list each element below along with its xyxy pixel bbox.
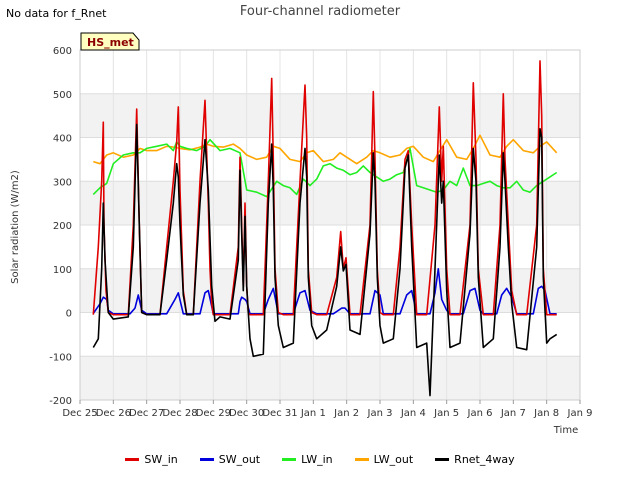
legend-label: SW_out [218, 453, 261, 466]
y-tick-label: 200 [53, 221, 72, 232]
x-tick-label: Jan 8 [533, 408, 559, 419]
x-tick-label: Jan 5 [433, 408, 459, 419]
band [80, 356, 580, 400]
legend-item: SW_in [125, 453, 178, 466]
legend: SW_in SW_out LW_in LW_out Rnet_4way [0, 453, 640, 466]
band [80, 225, 580, 269]
legend-swatch [125, 458, 140, 461]
x-tick-label: Jan 2 [333, 408, 359, 419]
y-tick-labels: -200 -100 0 100 200 300 400 500 600 [49, 46, 72, 407]
band [80, 312, 580, 357]
x-tick-label: Dec 25 [62, 408, 97, 419]
legend-swatch [282, 458, 297, 461]
series-line-rnet_4way [92, 123, 558, 397]
x-tick-label: Jan 7 [500, 408, 526, 419]
site-badge: HS_met [80, 32, 140, 51]
y-tick-label: 300 [53, 177, 72, 188]
y-tick-label: 0 [66, 309, 72, 320]
x-tick-label: Jan 6 [467, 408, 493, 419]
legend-label: LW_out [373, 453, 414, 466]
x-tick-label: Dec 28 [162, 408, 197, 419]
y-tick-label: 400 [53, 134, 72, 145]
no-data-note: No data for f_Rnet [6, 7, 107, 20]
band [80, 93, 580, 138]
y-tick-label: 100 [53, 265, 72, 276]
x-tick-label: Dec 30 [229, 408, 264, 419]
legend-item: SW_out [199, 453, 261, 466]
site-badge-shape [80, 32, 140, 51]
x-tick-label: Jan 9 [567, 408, 593, 419]
x-axis-label: Time [553, 425, 578, 436]
series-lines [92, 60, 558, 397]
y-tick-label: 500 [53, 90, 72, 101]
band [80, 50, 580, 94]
legend-label: LW_in [301, 453, 333, 466]
legend-swatch [354, 458, 369, 461]
legend-item: LW_out [354, 453, 414, 466]
y-tick-label: -100 [49, 352, 72, 363]
y-axis-label: Solar radiation (W/m2) [10, 170, 21, 284]
legend-label: SW_in [144, 453, 178, 466]
x-tick-label: Dec 31 [262, 408, 297, 419]
y-tick-label: 600 [53, 46, 72, 57]
x-tick-label: Dec 26 [96, 408, 131, 419]
x-tick-label: Jan 3 [367, 408, 393, 419]
x-tick-label: Dec 29 [196, 408, 231, 419]
legend-item: LW_in [282, 453, 333, 466]
x-tick-label: Dec 27 [129, 408, 164, 419]
legend-swatch [199, 458, 214, 461]
legend-swatch [435, 458, 450, 461]
plot-frame [79, 49, 581, 401]
band [80, 181, 580, 225]
x-tick-label: Jan 1 [300, 408, 326, 419]
legend-item: Rnet_4way [435, 453, 515, 466]
chart-title: Four-channel radiometer [239, 4, 401, 19]
x-tick-label: Jan 4 [400, 408, 426, 419]
y-tick-label: -200 [49, 396, 72, 407]
legend-label: Rnet_4way [454, 453, 515, 466]
site-badge-label: HS_met [87, 36, 134, 49]
